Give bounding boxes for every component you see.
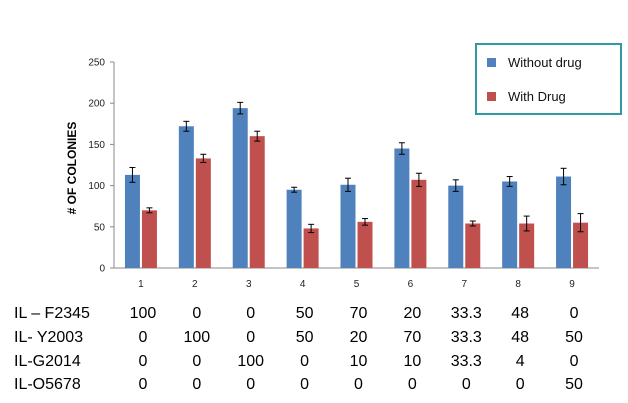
bar-without-drug bbox=[448, 185, 464, 268]
x-tick-label: 4 bbox=[300, 279, 306, 290]
y-tick-label: 200 bbox=[88, 99, 105, 110]
table-cell: 50 bbox=[565, 329, 583, 346]
bar-without-drug bbox=[124, 174, 140, 268]
y-tick-label: 150 bbox=[88, 140, 105, 151]
table-cell: 0 bbox=[569, 305, 579, 322]
bar-with-drug bbox=[411, 179, 427, 268]
table-cell: 0 bbox=[246, 329, 256, 346]
table-row: IL-O5678 0 0 0 0 0 0 0 0 50 bbox=[0, 374, 628, 396]
table-cell: 20 bbox=[403, 305, 422, 322]
y-tick-label: 0 bbox=[99, 264, 105, 275]
legend-item-without-drug: Without drug bbox=[487, 54, 582, 70]
x-tick-label: 2 bbox=[192, 279, 198, 290]
table-cell: 0 bbox=[192, 353, 202, 370]
table-cell: 10 bbox=[349, 353, 368, 370]
table-cell: 0 bbox=[192, 305, 202, 322]
legend-label-with-drug: With Drug bbox=[508, 88, 566, 104]
bar-without-drug bbox=[232, 108, 248, 268]
bar-without-drug bbox=[178, 126, 194, 268]
legend-swatch-without-drug bbox=[487, 57, 496, 67]
row-label: IL- Y2003 bbox=[14, 329, 84, 346]
table-cell: 48 bbox=[511, 329, 530, 346]
bar-with-drug bbox=[195, 158, 211, 268]
legend-swatch-with-drug bbox=[487, 91, 496, 101]
table-cell: 0 bbox=[138, 376, 148, 393]
table-cell: 0 bbox=[354, 376, 363, 393]
bar-with-drug bbox=[465, 223, 481, 268]
table-cell: 0 bbox=[138, 353, 148, 370]
table-cell: 0 bbox=[246, 376, 256, 393]
table-cell: 48 bbox=[511, 305, 530, 322]
bar-without-drug bbox=[502, 181, 518, 268]
bar-without-drug bbox=[556, 176, 572, 268]
table-cell: 0 bbox=[246, 305, 256, 322]
table-cell: 0 bbox=[300, 376, 310, 393]
table-cell: 0 bbox=[300, 353, 310, 370]
table-cell: 0 bbox=[569, 353, 579, 370]
table-cell: 10 bbox=[403, 353, 422, 370]
bar-without-drug bbox=[394, 148, 410, 268]
table-cell: 50 bbox=[565, 376, 583, 393]
bars bbox=[124, 101, 589, 268]
y-axis: 0 50 100 150 200 250 bbox=[88, 58, 115, 275]
legend: Without drug With Drug bbox=[475, 43, 622, 115]
bar-with-drug bbox=[303, 228, 319, 268]
table-cell: 20 bbox=[349, 329, 368, 346]
table-cell: 33.3 bbox=[450, 353, 482, 370]
table-cell: 4 bbox=[515, 353, 525, 370]
y-tick-label: 50 bbox=[94, 222, 106, 233]
bar-without-drug bbox=[286, 189, 302, 268]
table-row: IL-G2014 0 0 100 0 10 10 33.3 4 0 bbox=[0, 351, 628, 373]
table-row: IL- Y2003 0 100 0 50 20 70 33.3 48 50 bbox=[0, 327, 628, 349]
bar-with-drug bbox=[573, 222, 589, 268]
y-tick-label: 250 bbox=[88, 58, 105, 69]
x-tick-label: 3 bbox=[246, 279, 252, 290]
table-cell: 0 bbox=[515, 376, 525, 393]
table-cell: 50 bbox=[295, 305, 314, 322]
bar-without-drug bbox=[340, 184, 356, 268]
row-label: IL-O5678 bbox=[14, 376, 81, 393]
table-cell: 0 bbox=[461, 376, 471, 393]
legend-item-with-drug: With Drug bbox=[487, 88, 566, 104]
table-cell: 100 bbox=[129, 305, 157, 322]
x-tick-label: 1 bbox=[138, 279, 144, 290]
table-cell: 0 bbox=[138, 329, 148, 346]
bar-with-drug bbox=[357, 221, 373, 268]
table-cell: 33.3 bbox=[450, 329, 482, 346]
x-tick-label: 6 bbox=[408, 279, 414, 290]
y-tick-label: 100 bbox=[88, 181, 105, 192]
table-cell: 0 bbox=[192, 376, 202, 393]
table-cell: 70 bbox=[403, 329, 422, 346]
bar-chart: 0 50 100 150 200 250 1 2 3 4 5 6 7 8 9 # OF COLONIES bbox=[65, 58, 599, 290]
x-tick-label: 7 bbox=[461, 279, 467, 290]
x-tick-label: 9 bbox=[569, 279, 575, 290]
table-cell: 0 bbox=[407, 376, 417, 393]
table-cell: 50 bbox=[295, 329, 314, 346]
table-row: IL – F2345 100 0 0 50 70 20 33.3 48 0 bbox=[0, 303, 628, 325]
row-label: IL-G2014 bbox=[14, 353, 81, 370]
bar-with-drug bbox=[141, 210, 157, 268]
table-cell: 70 bbox=[349, 305, 368, 322]
row-label: IL – F2345 bbox=[14, 305, 90, 322]
bar-with-drug bbox=[249, 136, 265, 268]
table-cell: 100 bbox=[237, 353, 265, 370]
x-tick-label: 8 bbox=[515, 279, 521, 290]
legend-label-without-drug: Without drug bbox=[508, 54, 582, 70]
y-axis-label: # OF COLONIES bbox=[65, 122, 79, 215]
table-cell: 33.3 bbox=[450, 305, 482, 322]
table-cell: 100 bbox=[183, 329, 211, 346]
x-axis: 1 2 3 4 5 6 7 8 9 bbox=[114, 267, 599, 290]
bar-with-drug bbox=[519, 223, 535, 268]
x-tick-label: 5 bbox=[354, 279, 360, 290]
